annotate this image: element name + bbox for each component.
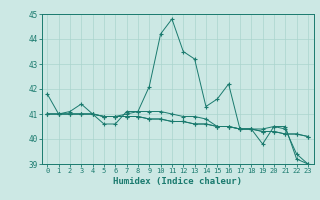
X-axis label: Humidex (Indice chaleur): Humidex (Indice chaleur) xyxy=(113,177,242,186)
